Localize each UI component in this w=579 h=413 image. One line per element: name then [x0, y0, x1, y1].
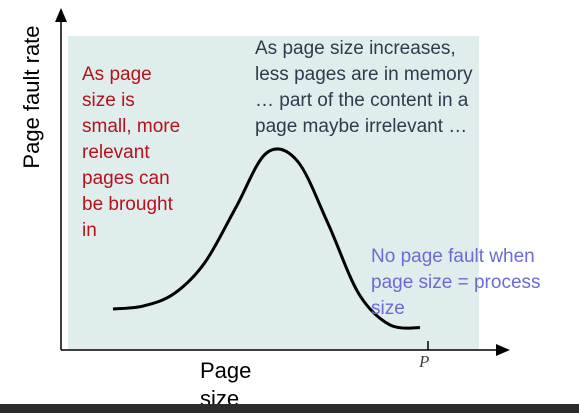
annotation-line: size [371, 298, 405, 319]
annotation-line: size is [82, 90, 135, 111]
annotation-line: relevant [82, 142, 150, 163]
x-axis-arrow [496, 344, 510, 356]
x-tick-label-p: P [419, 352, 430, 371]
annotation-line: As page [82, 64, 152, 85]
annotation-line: be brought [82, 194, 173, 215]
no-fault-annotation: No page fault when page size = process s… [371, 244, 541, 322]
annotation-line: in [82, 220, 97, 241]
plot-background-region [68, 36, 479, 350]
page-fault-curve [112, 147, 421, 330]
annotation-line: less pages are in memory [255, 64, 473, 85]
annotation-line: pages can [82, 168, 170, 189]
annotation-line: No page fault when [371, 246, 535, 267]
x-axis-label-line: Page [200, 358, 252, 383]
annotation-line: page maybe irrelevant … [255, 116, 468, 137]
y-axis-arrow [55, 8, 67, 22]
annotation-line: As page size increases, [255, 38, 456, 59]
annotation-line: … part of the content in a [255, 90, 469, 111]
small-page-annotation: As page size is small, more relevant pag… [82, 62, 180, 244]
annotation-line: page size = process [371, 272, 541, 293]
bottom-bar [0, 404, 579, 413]
y-axis-label: Page fault rate [19, 25, 44, 169]
annotation-line: small, more [82, 116, 181, 137]
large-page-annotation: As page size increases, less pages are i… [255, 36, 473, 140]
